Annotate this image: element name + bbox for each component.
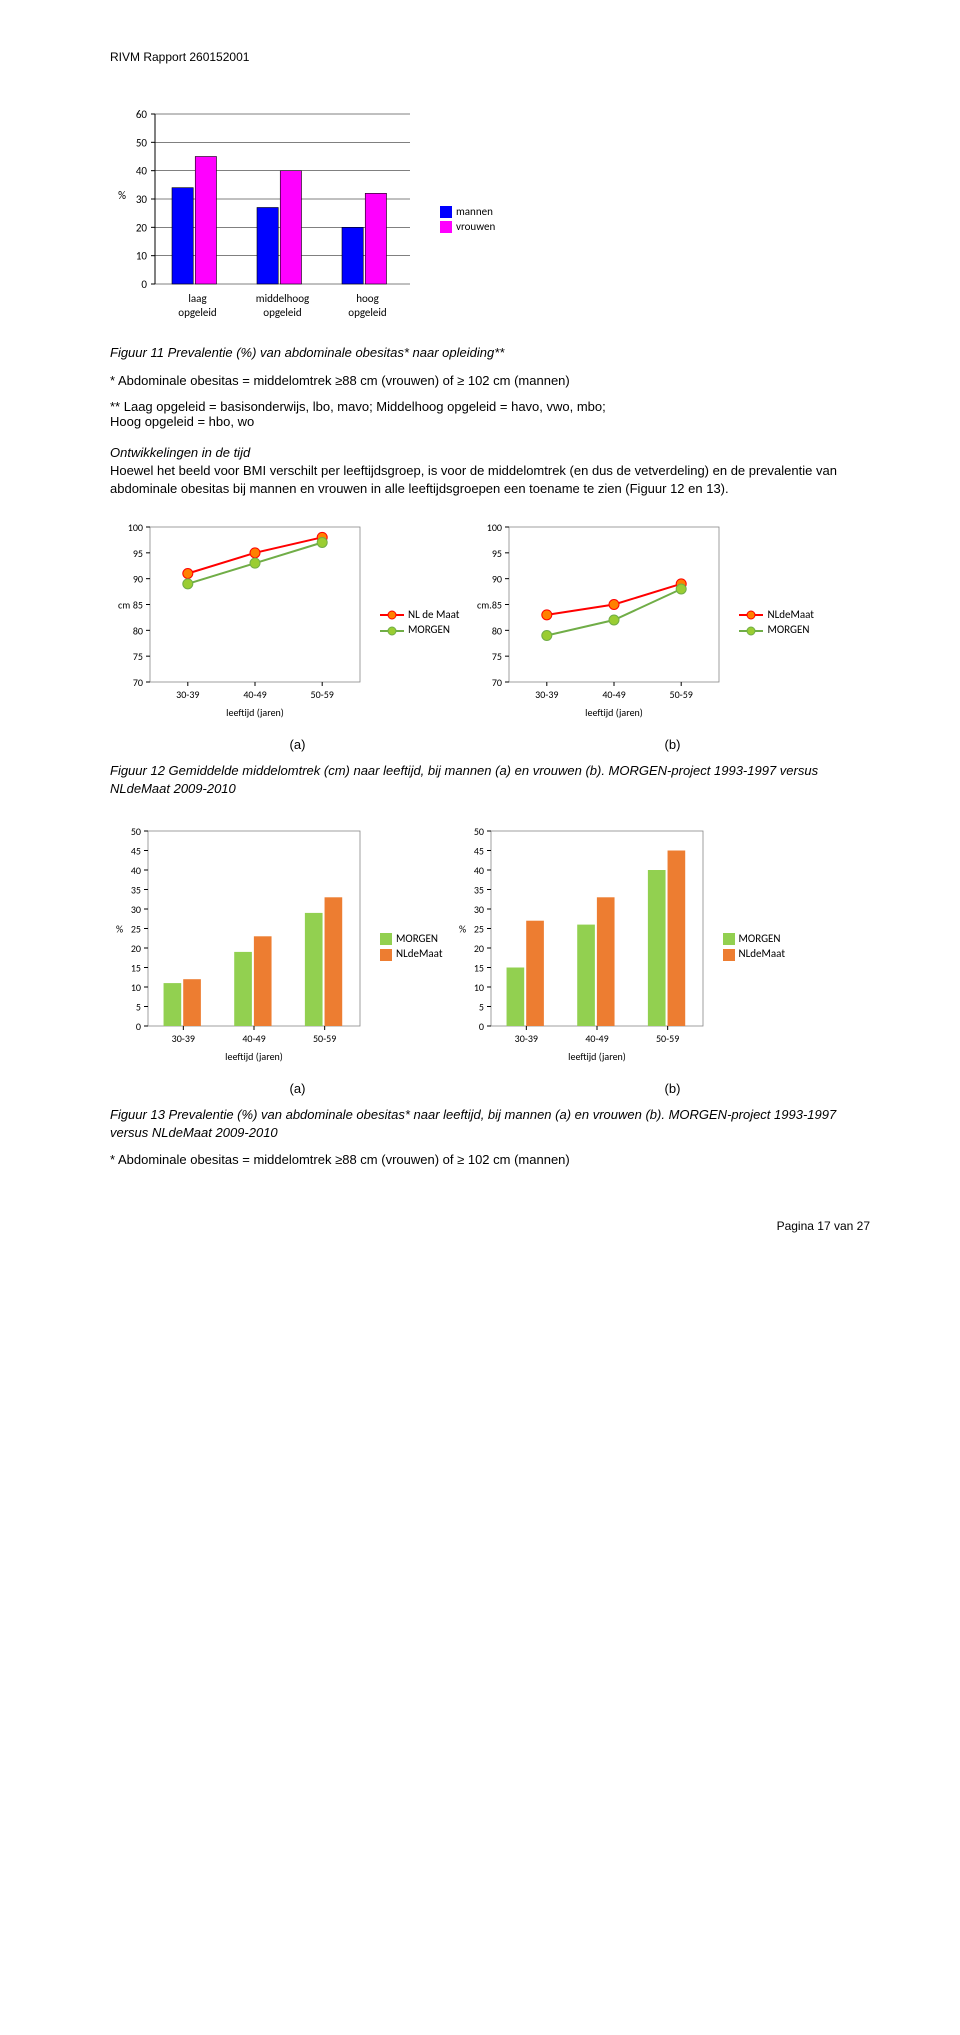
svg-text:25: 25 (131, 923, 141, 936)
svg-text:20: 20 (136, 221, 148, 234)
svg-text:cm: cm (118, 599, 130, 612)
fig11-chart: 0102030405060%laagopgeleidmiddelhoogopge… (110, 104, 420, 334)
svg-text:opgeleid: opgeleid (263, 306, 301, 319)
fig12-label-a: (a) (110, 737, 485, 752)
svg-text:100: 100 (128, 521, 143, 534)
figure-12: 70 75 80 85 90 95 100 cm 30-39 40-49 50-59 leeftijd… (110, 517, 870, 727)
svg-text:45: 45 (131, 845, 141, 858)
fig13a-legend: MORGENNLdeMaat (380, 930, 443, 963)
svg-text:35: 35 (131, 884, 141, 897)
page-footer: Pagina 17 van 27 (110, 1219, 870, 1233)
svg-text:95: 95 (492, 547, 502, 560)
svg-text:30-39: 30-39 (536, 688, 559, 701)
page-header: RIVM Rapport 260152001 (110, 50, 870, 64)
svg-text:40: 40 (136, 165, 148, 178)
svg-text:0: 0 (136, 1020, 141, 1033)
svg-text:15: 15 (131, 962, 141, 975)
svg-text:leeftijd (jaren): leeftijd (jaren) (586, 706, 644, 719)
fig11-note1: * Abdominale obesitas = middelomtrek ≥88… (110, 372, 870, 390)
svg-text:90: 90 (492, 573, 502, 586)
fig13-note: * Abdominale obesitas = middelomtrek ≥88… (110, 1151, 870, 1169)
fig13b-legend: MORGENNLdeMaat (723, 930, 786, 963)
svg-text:20: 20 (131, 942, 141, 955)
svg-text:leeftijd (jaren): leeftijd (jaren) (226, 706, 284, 719)
svg-text:70: 70 (492, 676, 502, 689)
svg-text:35: 35 (473, 884, 483, 897)
svg-text:80: 80 (133, 625, 143, 638)
svg-text:90: 90 (133, 573, 143, 586)
svg-text:50-59: 50-59 (313, 1032, 336, 1045)
svg-text:70: 70 (133, 676, 143, 689)
svg-text:40-49: 40-49 (585, 1032, 608, 1045)
svg-text:10: 10 (473, 981, 483, 994)
svg-text:85: 85 (133, 599, 143, 612)
svg-text:50-59: 50-59 (656, 1032, 679, 1045)
svg-text:0: 0 (478, 1020, 483, 1033)
fig13-caption: Figuur 13 Prevalentie (%) van abdominale… (110, 1106, 870, 1141)
svg-text:opgeleid: opgeleid (178, 306, 216, 319)
fig12b-legend: NLdeMaatMORGEN (739, 606, 814, 639)
body-text-1: Hoewel het beeld voor BMI verschilt per … (110, 462, 870, 497)
fig11-caption: Figuur 11 Prevalentie (%) van abdominale… (110, 344, 870, 362)
fig12-caption: Figuur 12 Gemiddelde middelomtrek (cm) n… (110, 762, 870, 797)
fig12-label-b: (b) (485, 737, 860, 752)
fig12a-chart: 70 75 80 85 90 95 100 cm 30-39 40-49 50-59 leeftijd… (110, 517, 370, 727)
svg-text:10: 10 (131, 981, 141, 994)
svg-text:75: 75 (133, 650, 143, 663)
fig11-note3: Hoog opgeleid = hbo, wo (110, 414, 870, 429)
svg-text:cm.: cm. (477, 599, 492, 612)
svg-text:40-49: 40-49 (242, 1032, 265, 1045)
fig12b-chart: 70 75 80 85 90 95 100 cm. 30-39 40-49 50-59 leeftij… (469, 517, 729, 727)
figure-11: 0102030405060%laagopgeleidmiddelhoogopge… (110, 104, 870, 334)
svg-text:middelhoog: middelhoog (256, 292, 309, 305)
svg-text:5: 5 (136, 1001, 141, 1014)
svg-text:50: 50 (473, 825, 483, 838)
svg-text:15: 15 (473, 962, 483, 975)
svg-text:40: 40 (473, 864, 483, 877)
svg-text:5: 5 (478, 1001, 483, 1014)
svg-text:30-39: 30-39 (172, 1032, 195, 1045)
svg-text:40-49: 40-49 (603, 688, 626, 701)
svg-text:%: % (118, 189, 126, 202)
svg-text:30-39: 30-39 (176, 688, 199, 701)
svg-text:laag: laag (188, 292, 206, 305)
svg-text:60: 60 (136, 108, 148, 121)
svg-text:%: % (116, 923, 123, 936)
section-heading: Ontwikkelingen in de tijd (110, 445, 870, 460)
svg-text:50-59: 50-59 (670, 688, 693, 701)
svg-text:30: 30 (473, 903, 483, 916)
fig11-legend: mannenvrouwen (440, 203, 495, 236)
svg-text:50: 50 (131, 825, 141, 838)
svg-text:10: 10 (136, 250, 148, 263)
svg-text:leeftijd (jaren): leeftijd (jaren) (568, 1050, 626, 1063)
svg-text:0: 0 (141, 278, 147, 291)
svg-text:50-59: 50-59 (311, 688, 334, 701)
svg-text:hoog: hoog (356, 292, 379, 305)
svg-text:45: 45 (473, 845, 483, 858)
svg-text:40: 40 (131, 864, 141, 877)
svg-text:30: 30 (136, 193, 148, 206)
svg-text:75: 75 (492, 650, 502, 663)
fig11-note2: ** Laag opgeleid = basisonderwijs, lbo, … (110, 399, 870, 414)
svg-text:20: 20 (473, 942, 483, 955)
fig13-label-b: (b) (485, 1081, 860, 1096)
svg-text:30-39: 30-39 (514, 1032, 537, 1045)
svg-text:80: 80 (492, 625, 502, 638)
svg-text:leeftijd (jaren): leeftijd (jaren) (225, 1050, 283, 1063)
svg-text:opgeleid: opgeleid (348, 306, 386, 319)
svg-text:85: 85 (492, 599, 502, 612)
fig13b-chart: 0 5 10 15 20 25 30 35 40 45 50% 30-39 40-49 50-59 leef… (453, 821, 713, 1071)
svg-text:40-49: 40-49 (243, 688, 266, 701)
fig13a-chart: 0 5 10 15 20 25 30 35 40 45 50% 30-39 40-49 50-59 leef… (110, 821, 370, 1071)
svg-text:30: 30 (131, 903, 141, 916)
svg-text:50: 50 (136, 136, 148, 149)
fig13-label-a: (a) (110, 1081, 485, 1096)
svg-text:100: 100 (487, 521, 502, 534)
svg-text:%: % (459, 923, 466, 936)
svg-text:25: 25 (473, 923, 483, 936)
svg-text:95: 95 (133, 547, 143, 560)
figure-13: 05101520253035404550%30-3940-4950-59leef… (110, 821, 870, 1071)
fig12a-legend: NL de MaatMORGEN (380, 606, 459, 639)
